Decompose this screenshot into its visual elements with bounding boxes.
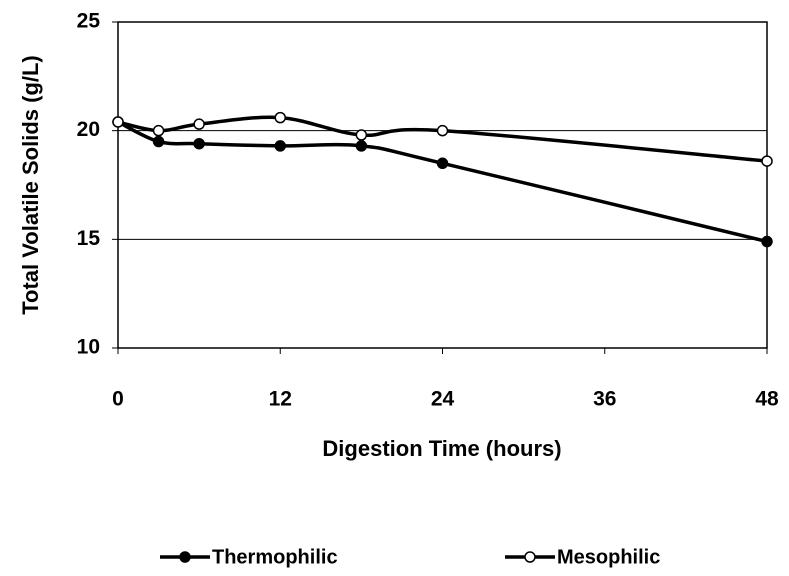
data-point <box>274 140 286 152</box>
data-point <box>152 124 165 137</box>
data-point <box>112 116 124 128</box>
y-tick-label: 20 <box>77 118 100 141</box>
x-tick-label: 0 <box>112 388 124 411</box>
series-line <box>117 115 768 163</box>
y-tick-label: 15 <box>77 227 101 250</box>
plot-frame <box>117 21 768 349</box>
legend-marker <box>524 551 536 563</box>
data-point <box>274 111 286 124</box>
x-tick-label: 12 <box>269 388 292 411</box>
data-point <box>193 118 205 130</box>
data-point <box>355 129 368 141</box>
series-line <box>117 120 768 244</box>
data-point <box>761 235 773 248</box>
data-point <box>436 157 449 170</box>
legend-label: Mesophilic <box>557 546 660 568</box>
y-tick-label: 10 <box>77 336 100 359</box>
data-point <box>355 140 368 152</box>
data-point <box>761 155 773 167</box>
y-axis-label: Total Volatile Solids (g/L) <box>18 55 43 315</box>
x-tick-label: 24 <box>431 388 455 411</box>
x-axis-label: Digestion Time (hours) <box>322 436 561 461</box>
y-tick-label: 25 <box>77 10 101 33</box>
legend-label: Thermophilic <box>212 546 338 568</box>
x-tick-label: 48 <box>755 388 779 411</box>
data-point <box>152 135 165 148</box>
data-point <box>193 137 205 150</box>
x-tick-label: 36 <box>593 388 616 411</box>
legend-marker <box>179 551 191 563</box>
data-point <box>436 124 449 137</box>
